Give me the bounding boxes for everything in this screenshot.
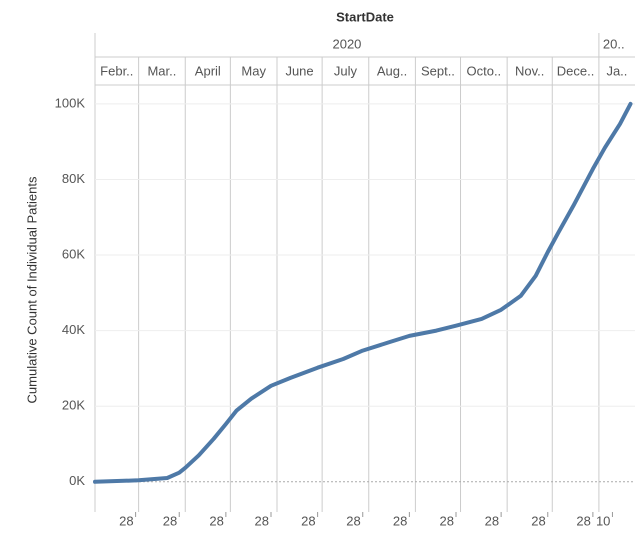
month-label: Mar.. (147, 63, 176, 78)
x-tick-label: 28 (163, 513, 177, 528)
month-label: Nov.. (515, 63, 544, 78)
year-label: 2020 (332, 36, 361, 51)
y-tick-label: 40K (62, 322, 85, 337)
x-title: StartDate (336, 9, 394, 24)
y-tick-label: 0K (69, 473, 85, 488)
y-tick-label: 20K (62, 398, 85, 413)
x-tick-label: 28 (393, 513, 407, 528)
x-tick-label: 28 (485, 513, 499, 528)
data-line (93, 101, 633, 484)
month-label: Octo.. (466, 63, 501, 78)
month-label: July (334, 63, 358, 78)
x-tick-label: 28 (255, 513, 269, 528)
x-tick-label: 28 (346, 513, 360, 528)
x-tick-label: 28 (209, 513, 223, 528)
x-tick-label: 28 (440, 513, 454, 528)
x-tick-label: 28 (531, 513, 545, 528)
month-label: May (241, 63, 266, 78)
y-title: Cumulative Count of Individual Patients (24, 176, 39, 403)
x-tick-label: 10 (596, 513, 610, 528)
year-label: 20.. (603, 36, 625, 51)
month-label: Febr.. (100, 63, 133, 78)
month-label: Ja.. (606, 63, 627, 78)
y-tick-label: 60K (62, 246, 85, 261)
month-label: April (195, 63, 221, 78)
month-label: Dece.. (557, 63, 595, 78)
y-tick-label: 80K (62, 171, 85, 186)
month-label: Aug.. (377, 63, 407, 78)
x-tick-label: 28 (576, 513, 590, 528)
x-tick-label: 28 (301, 513, 315, 528)
y-tick-label: 100K (55, 95, 86, 110)
month-label: Sept.. (421, 63, 455, 78)
month-label: June (285, 63, 313, 78)
x-tick-label: 28 (119, 513, 133, 528)
